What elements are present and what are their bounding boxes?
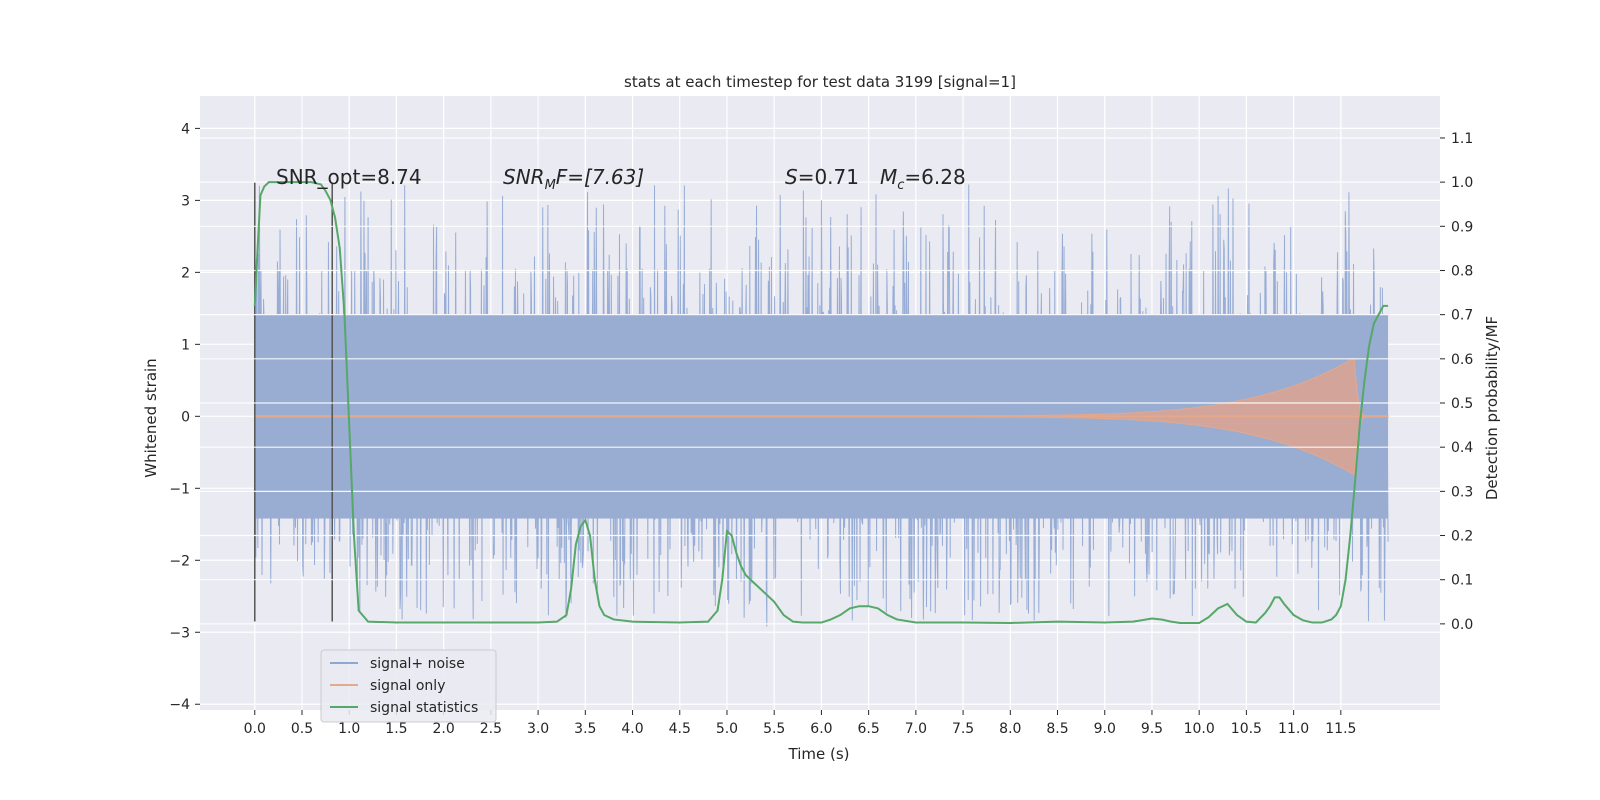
snr-mf-symbol: SNR	[503, 165, 545, 189]
y-axis-left-ticks: 4 3 2 1 0 −1 −2 −3 −4	[169, 121, 200, 713]
legend-box	[320, 649, 497, 723]
legend-label-stats: signal statistics	[370, 700, 478, 716]
x-tick-label: 5.5	[763, 721, 785, 737]
x-tick-label: 5.0	[716, 721, 738, 737]
y-left-tick-label: 1	[181, 337, 190, 353]
x-tick-label: 10.0	[1184, 721, 1215, 737]
x-tick-label: 2.5	[480, 721, 502, 737]
x-tick-label: 1.5	[385, 721, 407, 737]
x-tick-label: 3.0	[527, 721, 549, 737]
signal-only-series	[254, 357, 1389, 476]
x-tick-label: 9.0	[1094, 721, 1116, 737]
x-tick-label: 8.5	[1046, 721, 1068, 737]
y-right-tick-label: 0.1	[1451, 573, 1473, 589]
snr-mf-value: F=[7.63]	[556, 165, 644, 189]
x-tick-label: 10.5	[1231, 721, 1262, 737]
mc-annotation: Mc=6.28	[880, 165, 966, 193]
y-left-tick-label: 0	[181, 409, 190, 425]
y-right-tick-label: 0.5	[1451, 396, 1473, 412]
s-symbol: S	[785, 165, 798, 189]
x-tick-label: 8.0	[999, 721, 1021, 737]
y-left-tick-label: −1	[169, 481, 190, 497]
chart-title: stats at each timestep for test data 319…	[624, 73, 1016, 91]
y-right-tick-label: 0.0	[1451, 617, 1473, 633]
x-tick-label: 1.0	[338, 721, 360, 737]
x-tick-label: 7.5	[952, 721, 974, 737]
y-right-tick-label: 0.7	[1451, 308, 1473, 324]
x-tick-label: 4.0	[621, 721, 643, 737]
y-right-tick-label: 0.6	[1451, 352, 1473, 368]
y-axis-left-label: Whitened strain	[142, 358, 160, 477]
snr-mf-annotation: SNRMF=[7.63]	[503, 165, 644, 193]
y-left-tick-label: −3	[169, 625, 190, 641]
x-tick-label: 6.0	[810, 721, 832, 737]
x-tick-label: 9.5	[1141, 721, 1163, 737]
y-left-tick-label: 4	[181, 121, 190, 137]
vertical-marker-lines	[254, 182, 333, 622]
legend-label-signal: signal only	[370, 678, 445, 694]
y-right-tick-label: 1.0	[1451, 175, 1473, 191]
x-tick-label: 4.5	[669, 721, 691, 737]
y-right-tick-label: 0.2	[1451, 529, 1473, 545]
x-axis-ticks: 0.0 0.5 1.0 1.5 2.0 2.5 3.0 3.5 4.0 4.5 5.0 5.5 6.0 6…	[244, 710, 1356, 737]
x-tick-label: 0.0	[244, 721, 266, 737]
mc-symbol: M	[880, 165, 897, 189]
y-left-tick-label: 3	[181, 193, 190, 209]
y-axis-right-label: Detection probability/MF	[1483, 316, 1501, 500]
s-value: =0.71	[798, 165, 859, 189]
x-tick-label: 6.5	[858, 721, 880, 737]
snr-opt-annotation: SNR_opt=8.74	[276, 165, 422, 189]
y-right-tick-label: 0.3	[1451, 484, 1473, 500]
x-tick-label: 2.0	[433, 721, 455, 737]
x-tick-label: 11.5	[1325, 721, 1356, 737]
grid-horizontal-right	[200, 137, 1440, 625]
y-right-tick-label: 0.9	[1451, 219, 1473, 235]
signal-statistics-line	[253, 181, 1389, 624]
mc-subscript: c	[897, 178, 904, 193]
legend: signal+ noise signal only signal statist…	[320, 649, 497, 723]
legend-label-noise: signal+ noise	[370, 656, 465, 672]
y-right-tick-label: 1.1	[1451, 131, 1473, 147]
x-tick-label: 3.5	[574, 721, 596, 737]
snr-mf-subscript: M	[545, 178, 556, 193]
y-left-tick-label: 2	[181, 265, 190, 281]
y-left-tick-label: −2	[169, 553, 190, 569]
y-left-tick-label: −4	[169, 697, 190, 713]
s-annotation: S=0.71	[785, 165, 859, 189]
x-axis-label: Time (s)	[788, 745, 850, 763]
x-tick-label: 11.0	[1278, 721, 1309, 737]
mc-value: =6.28	[904, 165, 965, 189]
y-right-tick-label: 0.4	[1451, 440, 1473, 456]
y-right-tick-label: 0.8	[1451, 263, 1473, 279]
x-tick-label: 7.0	[905, 721, 927, 737]
x-tick-label: 0.5	[291, 721, 313, 737]
y-axis-right-ticks: 1.1 1.0 0.9 0.8 0.7 0.6 0.5 0.4 0.3 0.2 0.1 0.0	[1440, 131, 1473, 633]
